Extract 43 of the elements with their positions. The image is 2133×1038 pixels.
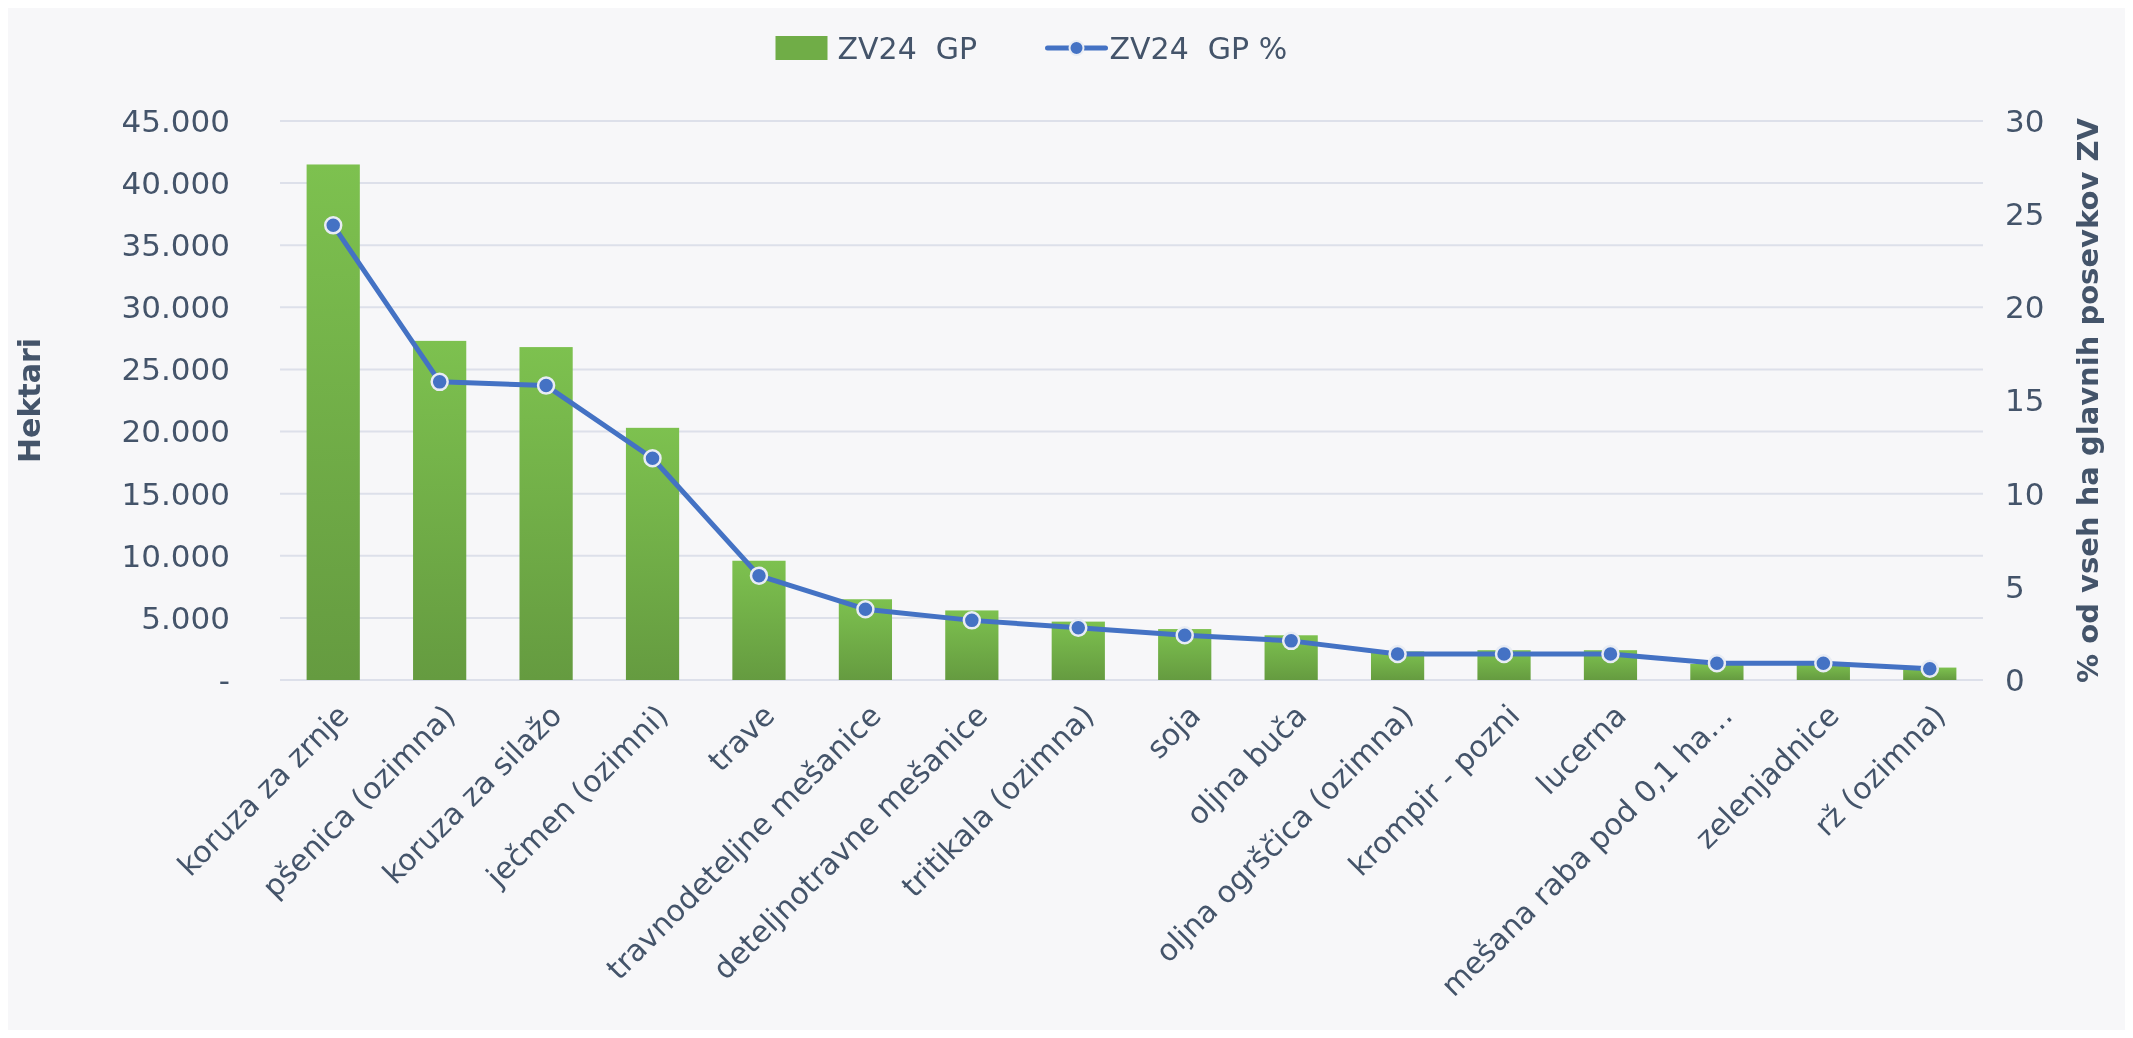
y-tick-label: 40.000 [121,164,230,201]
point [856,599,875,619]
bar [306,164,360,680]
legend-label: ZV24 GP [837,30,978,66]
legend-label: ZV24 GP % [1109,30,1288,66]
y-tick-label: - [218,661,230,698]
point [749,566,769,585]
bar [625,427,680,680]
point [1601,644,1620,664]
point [1707,653,1727,673]
y-tick-label: 10.000 [121,537,230,574]
y-tick-label: 5.000 [141,599,230,636]
y-tick-label: 15.000 [121,475,230,512]
y-axis-title: Hektari [12,337,47,464]
point [1494,644,1514,664]
bar [732,560,786,680]
y2-tick-label: 25 [2005,196,2045,233]
y-tick-label: 25.000 [121,351,230,388]
point [1281,631,1301,651]
point [962,611,982,630]
point [1069,618,1088,638]
y2-tick-label: 20 [2005,289,2045,326]
point [1814,653,1833,673]
point [323,216,343,235]
point [1920,659,1940,679]
point [1175,626,1194,645]
x-tick-label: soja [1139,697,1208,766]
y2-tick-label: 5 [2005,568,2025,605]
y2-tick-label: 0 [2005,661,2025,698]
y2-tick-label: 30 [2005,102,2045,139]
y2-tick-label: 15 [2005,382,2045,419]
y-tick-label: 20.000 [121,413,230,450]
y-tick-label: 45.000 [121,102,230,139]
y2-tick-label: 10 [2005,475,2045,512]
y2-axis-title: % od vseh ha glavnih posevkov ZV [2071,117,2105,683]
point [430,372,449,392]
y-tick-label: 30.000 [121,289,230,326]
bar [519,347,573,680]
bar [413,340,467,680]
point [536,376,556,395]
y-tick-label: 35.000 [121,227,230,264]
point [1388,644,1407,664]
point [643,449,662,468]
